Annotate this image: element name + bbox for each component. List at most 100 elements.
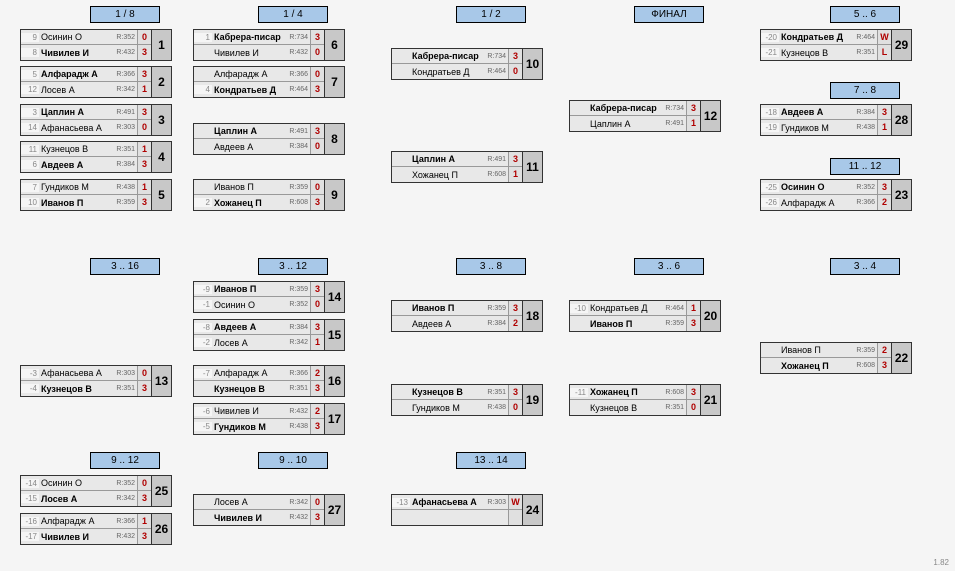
score: [508, 510, 522, 525]
score: 0: [137, 476, 151, 490]
match-box: -11Хожанец ПR:6083Кузнецов ВR:351021: [569, 384, 721, 416]
score: 3: [310, 282, 324, 296]
player-name: Кабрера-писар: [410, 51, 480, 61]
player-row: Иванов ПR:3593: [392, 301, 522, 316]
player-name: Кузнецов В: [212, 384, 282, 394]
player-row: Кабрера-писарR:7343: [392, 49, 522, 64]
stage-label: 3 .. 12: [258, 258, 328, 275]
seed: -8: [194, 323, 212, 332]
stage-label: 9 .. 12: [90, 452, 160, 469]
stage-label: 1 / 4: [258, 6, 328, 23]
score: 3: [137, 491, 151, 506]
score: 1: [137, 180, 151, 194]
match-box: -8Авдеев АR:3843-2Лосев АR:342115: [193, 319, 345, 351]
player-rating: R:432: [109, 49, 137, 56]
seed: -19: [761, 123, 779, 132]
seed: -18: [761, 108, 779, 117]
player-name: Кондратьев Д: [212, 85, 282, 95]
player-row: Кузнецов ВR:3510: [570, 400, 700, 415]
player-name: Цаплин А: [410, 154, 480, 164]
player-rating: R:352: [849, 184, 877, 191]
player-rating: R:491: [480, 156, 508, 163]
player-name: Чивилев И: [212, 513, 282, 523]
match-box: Иванов ПR:3593Авдеев АR:384218: [391, 300, 543, 332]
player-rating: R:608: [282, 199, 310, 206]
match-box: -18Авдеев АR:3843-19Гундиков МR:438128: [760, 104, 912, 136]
player-name: Гундиков М: [410, 403, 480, 413]
player-name: Авдеев А: [39, 160, 109, 170]
player-rating: R:303: [109, 124, 137, 131]
player-rating: R:384: [849, 109, 877, 116]
stage-label: 5 .. 6: [830, 6, 900, 23]
player-name: Авдеев А: [212, 322, 282, 332]
seed: -1: [194, 300, 212, 309]
player-rating: R:359: [282, 184, 310, 191]
score: 3: [137, 67, 151, 81]
stage-label: ФИНАЛ: [634, 6, 704, 23]
player-name: Хожанец П: [410, 170, 480, 180]
player-rating: R:342: [109, 86, 137, 93]
player-rating: R:432: [282, 514, 310, 521]
player-rating: R:342: [282, 339, 310, 346]
score: 0: [310, 45, 324, 60]
score: 1: [877, 120, 891, 135]
player-row: [392, 510, 522, 525]
score: 3: [310, 195, 324, 210]
score: L: [877, 45, 891, 60]
score: 3: [137, 381, 151, 396]
match-number: 27: [324, 495, 344, 525]
score: 0: [310, 180, 324, 194]
seed: 11: [21, 145, 39, 154]
player-row: 1Кабрера-писарR:7343: [194, 30, 324, 45]
score: 2: [877, 195, 891, 210]
player-row: 5Алфарадж АR:3663: [21, 67, 151, 82]
match-box: Алфарадж АR:36604Кондратьев ДR:46437: [193, 66, 345, 98]
score: 3: [137, 45, 151, 60]
player-name: Чивилев И: [39, 48, 109, 58]
player-name: Алфарадж А: [212, 69, 282, 79]
player-rating: R:303: [480, 499, 508, 506]
player-name: Авдеев А: [212, 142, 282, 152]
player-rating: R:366: [109, 518, 137, 525]
match-box: Иванов ПR:35902Хожанец ПR:60839: [193, 179, 345, 211]
seed: -7: [194, 369, 212, 378]
match-box: -9Иванов ПR:3593-1Осинин ОR:352014: [193, 281, 345, 313]
player-row: -15Лосев АR:3423: [21, 491, 151, 506]
player-rating: R:351: [109, 146, 137, 153]
score: 0: [310, 495, 324, 509]
match-number: 26: [151, 514, 171, 544]
player-rating: R:351: [849, 49, 877, 56]
player-name: Кузнецов В: [410, 387, 480, 397]
player-row: -6Чивилев ИR:4322: [194, 404, 324, 419]
player-row: 7Гундиков МR:4381: [21, 180, 151, 195]
match-number: 14: [324, 282, 344, 312]
player-rating: R:352: [109, 480, 137, 487]
player-rating: R:384: [109, 161, 137, 168]
seed: -6: [194, 407, 212, 416]
player-row: 3Цаплин АR:4913: [21, 105, 151, 120]
player-name: Алфарадж А: [39, 69, 109, 79]
score: 3: [686, 385, 700, 399]
seed: 12: [21, 85, 39, 94]
stage-label: 3 .. 8: [456, 258, 526, 275]
score: W: [508, 495, 522, 509]
player-name: Цаплин А: [588, 119, 658, 129]
player-row: Алфарадж АR:3660: [194, 67, 324, 82]
match-box: 9Осинин ОR:35208Чивилев ИR:43231: [20, 29, 172, 61]
match-number: 13: [151, 366, 171, 396]
match-box: Иванов ПR:3592Хожанец ПR:608322: [760, 342, 912, 374]
player-row: Иванов ПR:3593: [570, 316, 700, 331]
score: 2: [508, 316, 522, 331]
player-name: Лосев А: [212, 497, 282, 507]
player-name: Хожанец П: [212, 198, 282, 208]
player-rating: R:359: [282, 286, 310, 293]
player-rating: R:438: [849, 124, 877, 131]
score: 3: [310, 124, 324, 138]
stage-label: 3 .. 6: [634, 258, 704, 275]
seed: -4: [21, 384, 39, 393]
player-row: Кузнецов ВR:3513: [392, 385, 522, 400]
player-name: Иванов П: [588, 319, 658, 329]
player-name: Лосев А: [39, 85, 109, 95]
player-rating: R:491: [109, 109, 137, 116]
player-row: 9Осинин ОR:3520: [21, 30, 151, 45]
